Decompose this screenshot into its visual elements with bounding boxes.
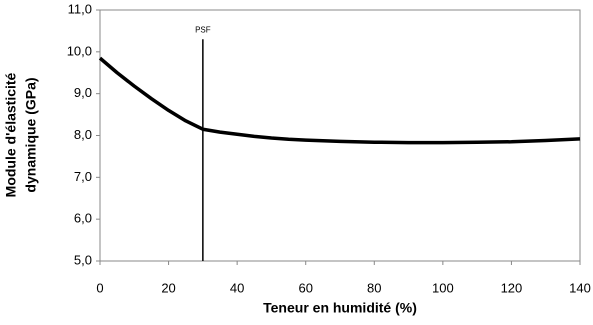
y-tick-label: 9,0 bbox=[74, 85, 92, 100]
x-tick-label: 40 bbox=[230, 280, 244, 295]
y-axis-label: Module d'élasticité bbox=[3, 72, 19, 197]
x-tick-label: 20 bbox=[161, 280, 175, 295]
y-axis-label: dynamique (GPa) bbox=[23, 77, 39, 192]
x-tick-label: 60 bbox=[298, 280, 312, 295]
x-tick-label: 100 bbox=[432, 280, 454, 295]
annotation: PSF bbox=[195, 25, 211, 34]
data-line bbox=[98, 56, 581, 145]
y-tick-label: 5,0 bbox=[74, 252, 92, 267]
x-tick-label: 80 bbox=[367, 280, 381, 295]
x-tick-label: 120 bbox=[501, 280, 523, 295]
y-tick-label: 8,0 bbox=[74, 127, 92, 142]
x-tick-label: 140 bbox=[569, 280, 591, 295]
y-tick-label: 6,0 bbox=[74, 211, 92, 226]
x-axis-label: Teneur en humidité (%) bbox=[263, 300, 417, 316]
y-tick-label: 7,0 bbox=[74, 169, 92, 184]
y-tick-label: 10,0 bbox=[67, 43, 92, 58]
y-tick-label: 11,0 bbox=[68, 1, 92, 16]
x-tick-label: 0 bbox=[96, 280, 103, 295]
plot-frame bbox=[99, 9, 581, 262]
